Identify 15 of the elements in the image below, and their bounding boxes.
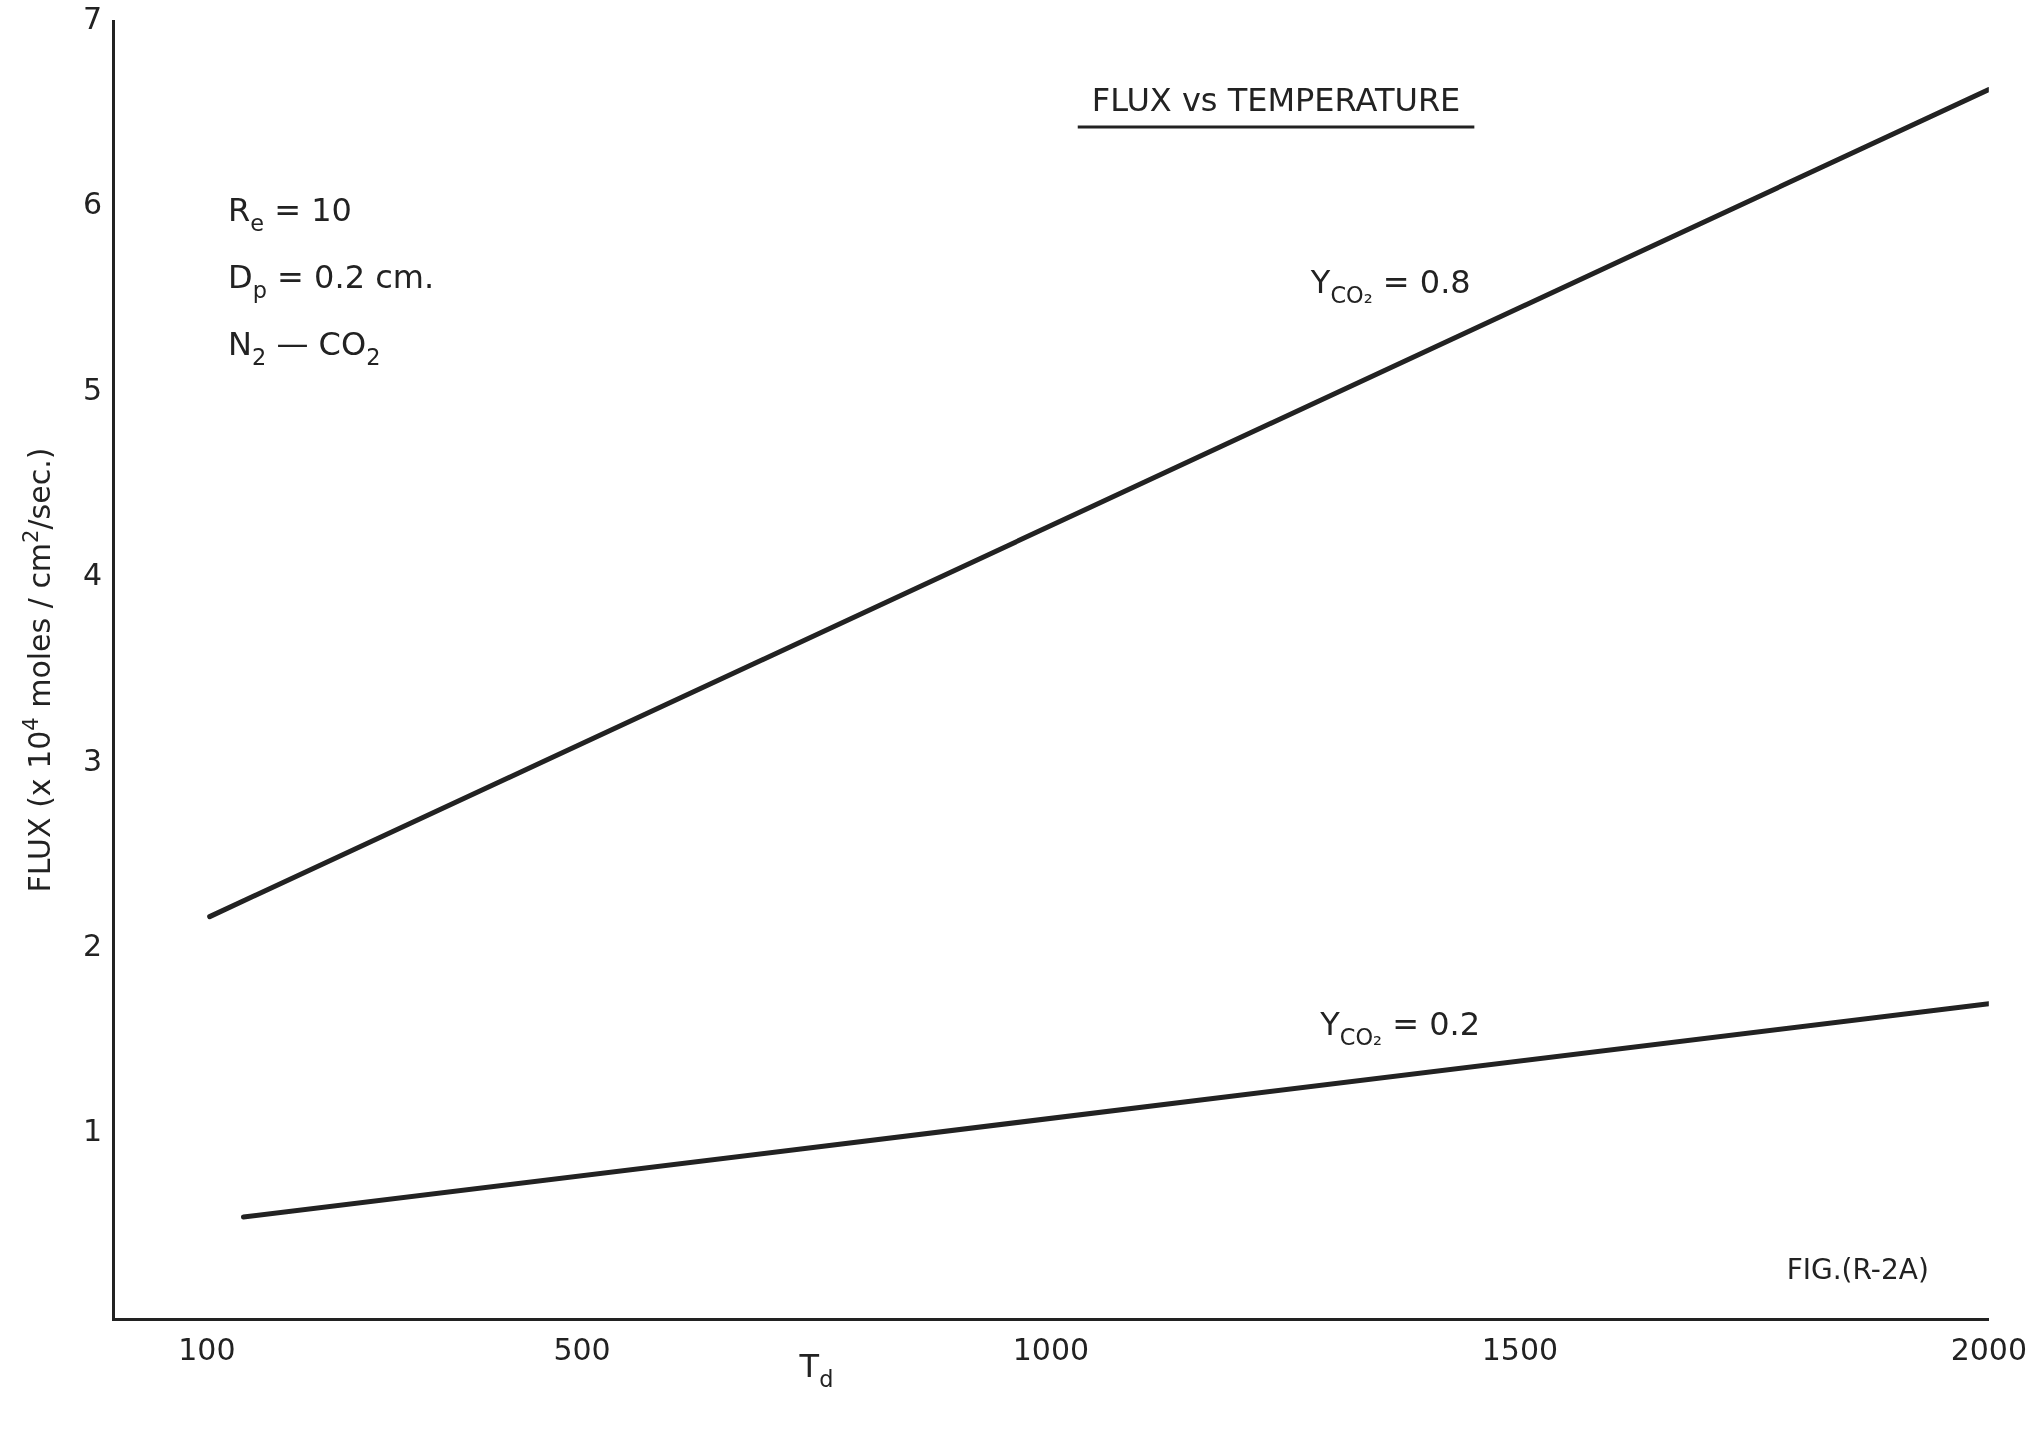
x-tick-label: 1000 <box>1012 1331 1090 1367</box>
text: FLUX vs TEMPERATURE <box>1091 81 1461 119</box>
x-tick-label: 2000 <box>1950 1331 2028 1367</box>
annotation: FIG.(R-2A) <box>1786 1253 1929 1286</box>
x-tick-label: 1500 <box>1481 1331 1559 1367</box>
x-tick-label: 100 <box>178 1331 236 1367</box>
y-tick-label: 5 <box>82 371 103 407</box>
y-tick-label: 7 <box>82 0 103 36</box>
y-tick-label: 3 <box>82 742 103 778</box>
y-axis-title: FLUX (x 104 moles / cm2/sec.) <box>19 447 57 893</box>
y-tick-label: 2 <box>82 927 103 963</box>
y-tick-label: 4 <box>82 557 103 593</box>
y-tick-label: 6 <box>82 186 103 222</box>
x-tick-label: 500 <box>553 1331 611 1367</box>
y-tick-label: 1 <box>82 1113 103 1149</box>
